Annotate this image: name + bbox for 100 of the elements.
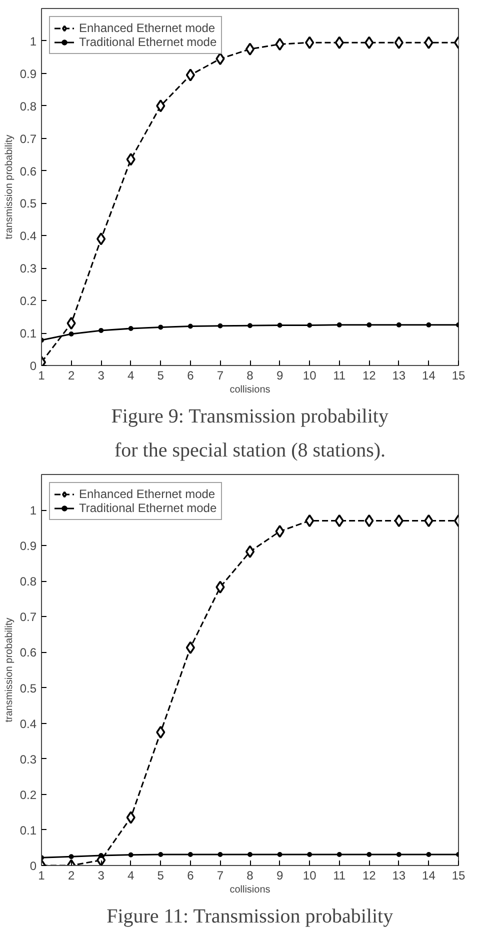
x-tick-label: 2 <box>68 368 75 382</box>
point <box>336 322 342 328</box>
x-tick-label: 12 <box>362 368 376 382</box>
point <box>186 641 195 654</box>
point <box>188 324 193 329</box>
x-axis-title: collisions <box>230 884 270 896</box>
y-tick-label: 1 <box>30 34 37 48</box>
point <box>275 524 284 538</box>
point <box>68 332 74 337</box>
point <box>98 853 104 858</box>
point <box>305 514 314 528</box>
point <box>364 514 374 528</box>
point <box>98 328 104 333</box>
text: Figure 11: Transmission probability <box>106 906 394 928</box>
point <box>128 326 134 331</box>
y-tick-label: 0 <box>30 359 37 373</box>
y-tick-label: 0.1 <box>20 823 37 838</box>
x-tick-label: 7 <box>216 868 224 882</box>
y-tick-label: 0.6 <box>20 164 37 178</box>
x-tick-label: 10 <box>302 868 317 882</box>
point <box>394 514 404 528</box>
point <box>186 68 195 82</box>
y-tick-label: 0.9 <box>20 66 37 81</box>
point <box>216 52 225 66</box>
x-tick-label: 10 <box>302 368 317 382</box>
point <box>366 322 372 328</box>
legend-label: Enhanced Ethernet mode <box>79 487 216 501</box>
point <box>126 153 136 166</box>
x-tick-label: 13 <box>392 868 406 882</box>
x-tick-label: 1 <box>38 868 46 882</box>
y-tick-label: 0.8 <box>20 574 37 589</box>
point <box>218 852 223 857</box>
point <box>366 852 372 857</box>
y-tick-label: 0.2 <box>20 294 37 308</box>
y-tick-label: 0.3 <box>20 262 37 276</box>
legend-label: Traditional Ethernet mode <box>79 35 217 49</box>
point <box>394 36 404 49</box>
x-tick-label: 7 <box>216 368 224 382</box>
point <box>126 811 136 824</box>
x-tick-label: 12 <box>362 868 376 882</box>
point <box>158 324 164 330</box>
y-tick-label: 0.1 <box>20 326 37 341</box>
point <box>334 514 344 528</box>
point <box>277 322 282 328</box>
x-tick-label: 14 <box>422 868 436 882</box>
point <box>66 316 76 330</box>
point <box>307 852 312 857</box>
x-tick-label: 4 <box>128 368 135 382</box>
x-tick-label: 9 <box>276 368 284 382</box>
x-tick-label: 13 <box>392 368 406 382</box>
x-tick-label: 15 <box>452 868 466 882</box>
point <box>216 580 225 594</box>
x-tick-label: 9 <box>276 868 284 882</box>
point <box>424 36 434 49</box>
point <box>364 36 374 49</box>
y-tick-label: 0.8 <box>20 99 37 114</box>
y-axis-title: transmission probability <box>4 618 15 722</box>
y-tick-label: 0.9 <box>20 539 37 554</box>
point <box>336 852 342 857</box>
point <box>277 852 282 857</box>
point <box>426 322 432 328</box>
x-tick-label: 2 <box>68 868 75 882</box>
point <box>305 36 314 49</box>
text: Figure 9: Transmission probability for the special station (8 stations). <box>111 406 388 462</box>
x-tick-label: 1 <box>38 368 46 382</box>
y-tick-label: 0.3 <box>20 752 37 766</box>
point <box>156 99 166 112</box>
point <box>396 852 402 857</box>
point <box>248 323 252 328</box>
point <box>218 323 223 328</box>
point <box>68 854 74 860</box>
x-tick-label: 5 <box>157 368 164 382</box>
point <box>275 38 284 51</box>
x-tick-label: 14 <box>422 368 436 382</box>
point <box>426 852 432 857</box>
y-tick-label: 1 <box>30 504 37 518</box>
x-tick-label: 8 <box>246 868 254 882</box>
y-tick-label: 0 <box>30 859 37 873</box>
point <box>128 852 134 858</box>
x-tick-label: 11 <box>333 368 346 382</box>
legend-label: Traditional Ethernet mode <box>79 501 217 515</box>
y-tick-label: 0.2 <box>20 788 37 802</box>
point <box>334 36 344 49</box>
y-tick-label: 0.6 <box>20 646 37 660</box>
y-tick-label: 0.4 <box>20 229 37 244</box>
y-tick-label: 0.7 <box>20 610 37 624</box>
point <box>188 852 193 857</box>
point <box>424 514 434 528</box>
x-tick-label: 3 <box>98 868 105 882</box>
x-tick-label: 11 <box>333 868 346 882</box>
x-tick-label: 6 <box>187 368 194 382</box>
point <box>245 545 255 558</box>
y-tick-label: 0.5 <box>20 196 37 211</box>
y-axis-title: transmission probability <box>4 134 15 240</box>
point <box>396 322 402 328</box>
legend-label: Enhanced Ethernet mode <box>79 21 216 35</box>
y-tick-label: 0.5 <box>20 681 37 696</box>
y-tick-label: 0.4 <box>20 716 37 731</box>
x-tick-label: 6 <box>187 868 194 882</box>
x-tick-label: 4 <box>128 868 135 882</box>
